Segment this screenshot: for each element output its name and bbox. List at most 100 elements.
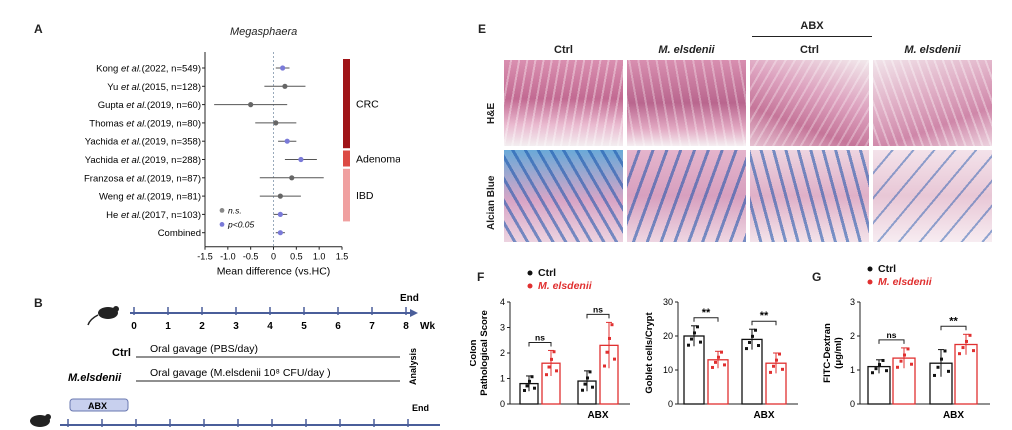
- wk-label: Wk: [420, 321, 435, 332]
- data-point: [717, 355, 720, 359]
- data-point: [528, 379, 531, 383]
- significance-label: **: [760, 310, 769, 322]
- week-label: 2: [199, 321, 205, 332]
- abx-box: [69, 398, 129, 412]
- data-point: [754, 328, 757, 332]
- group-bar: [343, 150, 350, 167]
- data-point: [723, 363, 726, 367]
- data-point: [610, 323, 614, 327]
- end-label: End: [400, 293, 419, 304]
- data-point: [778, 352, 781, 356]
- legend-dot: [219, 208, 225, 213]
- study-label: Yu et al.(2015, n=128): [107, 82, 201, 93]
- data-point: [943, 349, 947, 353]
- forest-x-tick-label: -0.5: [243, 252, 259, 262]
- timeline-arrow: [410, 309, 418, 317]
- significance-label: ns: [593, 304, 603, 314]
- abx-box-label: ABX: [88, 401, 107, 411]
- legend-label: Ctrl: [538, 267, 556, 279]
- data-point: [933, 373, 936, 377]
- study-label: Yachida et al.(2019, n=288): [85, 155, 201, 166]
- data-point: [748, 340, 751, 344]
- data-point: [899, 359, 903, 363]
- row-label-alcian: Alcian Blue: [486, 175, 497, 230]
- alcian-abx-melsdenii-image: [873, 150, 992, 242]
- panel-g-label: G: [812, 270, 822, 284]
- group-bar: [343, 168, 350, 222]
- panel-a-label: A: [34, 22, 43, 36]
- study-label: Yachida et al.(2019, n=358): [85, 137, 201, 148]
- alcian-melsdenii-image: [627, 150, 746, 242]
- analysis-label: Analysis: [408, 348, 418, 385]
- me-row-text: Oral gavage (M.elsdenii 10⁸ CFU/day ): [150, 367, 331, 379]
- data-point: [881, 358, 885, 362]
- significance-label: ns: [887, 330, 897, 340]
- effect-point: [277, 230, 283, 236]
- forest-x-tick-label: -1.0: [220, 252, 236, 262]
- data-point: [608, 336, 611, 340]
- col-header-ctrl: Ctrl: [554, 44, 573, 56]
- data-point: [711, 365, 714, 369]
- y-tick-label: 0: [668, 399, 673, 409]
- study-label: Thomas et al.(2019, n=80): [89, 118, 201, 129]
- legend-dot: [219, 222, 225, 227]
- panel-f-label: F: [477, 270, 485, 284]
- effect-point: [289, 175, 295, 181]
- effect-point: [277, 193, 283, 199]
- data-point: [936, 365, 940, 369]
- y-tick-label: 2: [850, 331, 855, 341]
- data-point: [523, 388, 526, 392]
- data-point: [878, 363, 881, 367]
- study-label: Franzosa et al.(2019, n=87): [84, 173, 201, 184]
- mouse-icon: [87, 306, 119, 326]
- x-category-label: ABX: [753, 410, 774, 421]
- effect-point: [273, 120, 279, 126]
- y-tick-label: 2: [500, 348, 505, 358]
- data-point: [910, 362, 913, 366]
- panel-e-label: E: [478, 22, 487, 36]
- he-ctrl-image: [504, 60, 623, 146]
- legend-marker: [527, 283, 533, 289]
- alcian-ctrl-image: [504, 150, 623, 242]
- data-point: [545, 373, 548, 377]
- end2-label: End: [412, 403, 429, 413]
- effect-point: [248, 102, 254, 108]
- group-bar: [343, 59, 350, 149]
- data-point: [961, 346, 965, 350]
- week-label: 4: [267, 321, 273, 332]
- y-axis-title: Goblet cells/Crypt: [644, 312, 655, 394]
- data-point: [547, 365, 551, 369]
- significance-bracket: [878, 339, 905, 344]
- forest-x-tick-label: -1.5: [197, 252, 213, 262]
- study-label: Kong et al.(2022, n=549): [96, 64, 201, 75]
- significance-bracket: [528, 341, 552, 347]
- data-point: [591, 385, 594, 389]
- col-header-abx-melsdenii: M. elsdenii: [904, 44, 961, 56]
- data-point: [769, 370, 772, 374]
- data-point: [533, 386, 536, 390]
- study-label: He et al.(2017, n=103): [106, 210, 201, 221]
- data-point: [552, 350, 556, 354]
- week-label: 6: [335, 321, 341, 332]
- data-point: [690, 337, 693, 341]
- legend-label: M. elsdenii: [878, 276, 933, 288]
- legend-marker: [867, 279, 873, 285]
- data-point: [751, 334, 754, 338]
- significance-label: **: [702, 307, 711, 319]
- data-point: [906, 347, 910, 351]
- data-point: [940, 357, 943, 361]
- week-label: 5: [301, 321, 307, 332]
- forest-x-tick-label: 0.5: [290, 252, 303, 262]
- data-point: [947, 369, 950, 373]
- col-header-abx-ctrl: Ctrl: [800, 44, 819, 56]
- data-point: [530, 375, 534, 379]
- study-label: Combined: [158, 228, 201, 239]
- data-point: [588, 370, 592, 374]
- y-axis-title: FITC-Dextran: [822, 323, 833, 383]
- data-point: [586, 376, 589, 380]
- data-point: [714, 360, 717, 364]
- data-point: [781, 367, 784, 371]
- y-tick-label: 1: [500, 374, 505, 384]
- y-tick-label: 20: [663, 331, 673, 341]
- week-label: 0: [131, 321, 137, 332]
